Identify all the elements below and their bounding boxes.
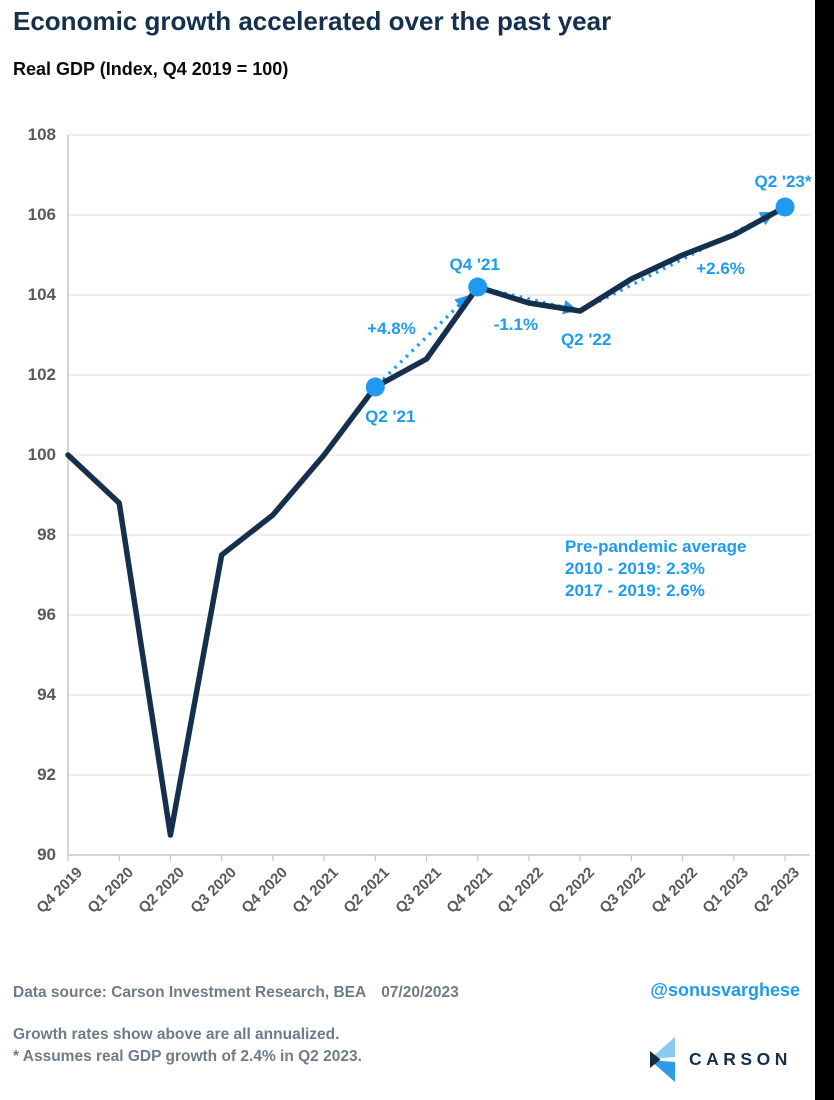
note-line: 2017 - 2019: 2.6% [565,581,705,600]
logo-arrow-shape [650,1051,661,1068]
y-tick-label: 98 [37,525,56,544]
y-tick-label: 96 [37,605,56,624]
y-tick-label: 100 [27,445,56,464]
note-line: Pre-pandemic average [565,537,747,556]
y-tick-label: 90 [37,845,56,864]
y-tick-label: 92 [37,765,56,784]
growth-rate-label: +2.6% [696,259,745,278]
y-tick-label: 104 [27,285,56,304]
publish-date: 07/20/2023 [381,984,459,1001]
point-label: Q2 '21 [365,407,416,426]
point-label: Q4 '21 [449,255,500,274]
highlight-dot [775,197,795,217]
y-tick-label: 94 [37,685,56,704]
twitter-handle: @sonusvarghese [650,980,800,1000]
highlight-dot [468,277,488,297]
carson-brand: CARSON [648,1037,792,1082]
gdp-line [65,204,788,838]
y-tick-label: 106 [27,205,56,224]
growth-rate-label: +4.8% [367,319,416,338]
data-source-text: Data source: Carson Investment Research,… [13,984,367,1001]
growth-arrow [381,294,470,381]
page-title: Economic growth accelerated over the pas… [13,6,612,36]
highlight-dot [365,377,385,397]
footnote-assumption: * Assumes real GDP growth of 2.4% in Q2 … [13,1048,362,1065]
point-label: Q2 '22 [560,330,612,349]
chart-subtitle: Real GDP (Index, Q4 2019 = 100) [13,59,289,79]
carson-logo-icon [650,1037,675,1082]
logo-bottom-shape [650,1060,675,1082]
point-label: Q2 '23* [754,172,812,191]
y-tick-label: 102 [27,365,56,384]
y-tick-label: 108 [27,125,56,144]
logo-top-shape [650,1037,675,1059]
pre-pandemic-average-note: Pre-pandemic average 2010 - 2019: 2.3% 2… [565,536,746,602]
carson-wordmark: CARSON [689,1049,792,1069]
growth-rate-label: -1.1% [493,315,539,334]
source-row: Data source: Carson Investment Research,… [13,984,459,1002]
note-line: 2010 - 2019: 2.3% [565,559,705,578]
right-black-bar [815,0,834,1100]
footnote-annualized: Growth rates show above are all annualiz… [13,1026,340,1043]
